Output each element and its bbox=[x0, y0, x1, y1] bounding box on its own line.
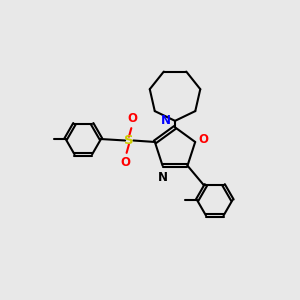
Text: O: O bbox=[199, 133, 209, 146]
Text: S: S bbox=[124, 134, 134, 147]
Text: N: N bbox=[161, 114, 171, 127]
Text: N: N bbox=[158, 171, 168, 184]
Text: O: O bbox=[120, 156, 130, 169]
Text: O: O bbox=[128, 112, 138, 125]
